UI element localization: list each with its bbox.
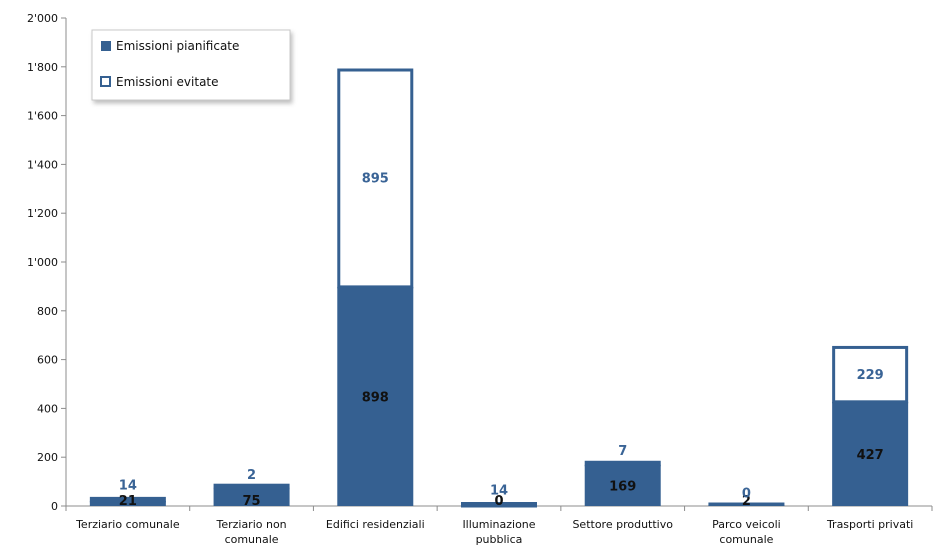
bar-avoided [584, 460, 661, 467]
y-tick-label: 400 [37, 402, 58, 415]
data-label-planned: 898 [362, 390, 389, 405]
bar-planned [832, 401, 909, 506]
y-tick-label: 1'800 [27, 61, 58, 74]
x-tick-label-line: Trasporti privati [826, 518, 913, 531]
legend-swatch-planned [101, 41, 111, 51]
bar-planned [213, 487, 290, 506]
data-label-planned: 75 [243, 494, 261, 509]
data-label-planned: 0 [494, 494, 503, 509]
legend: Emissioni pianificate Emissioni evitate [91, 29, 291, 101]
x-tick-label: Trasporti privati [826, 518, 913, 531]
y-tick-label: 0 [51, 500, 58, 513]
x-tick-label-line: pubblica [476, 533, 523, 546]
legend-label-planned: Emissioni pianificate [116, 39, 239, 53]
x-tick-label: Parco veicoli comunale [712, 518, 781, 546]
bar-avoided [337, 68, 414, 289]
bar-avoided [832, 345, 909, 404]
y-tick-label: 800 [37, 305, 58, 318]
x-tick-label-line: Illuminazione [462, 518, 535, 531]
x-tick-label: Settore produttivo [572, 518, 673, 531]
x-tick-label-line: Terziario non [215, 518, 286, 531]
data-label-avoided: 7 [618, 444, 627, 459]
data-label-planned: 169 [609, 479, 636, 494]
y-tick-label: 1'400 [27, 158, 58, 171]
data-label-avoided: 895 [362, 172, 389, 187]
x-tick-label-line: comunale [225, 533, 279, 546]
data-label-planned: 2 [742, 494, 751, 509]
x-tick-label: Terziario comunale [75, 518, 180, 531]
data-label-avoided: 14 [119, 478, 137, 493]
data-label-avoided: 2 [247, 468, 256, 483]
x-tick-label-line: Terziario comunale [75, 518, 180, 531]
data-label-planned: 21 [119, 494, 137, 509]
bar-planned [337, 286, 414, 506]
bars [89, 68, 909, 508]
legend-label-avoided: Emissioni evitate [116, 75, 219, 89]
data-label-planned: 427 [857, 448, 884, 463]
bar-planned [584, 464, 661, 506]
data-label-avoided: 0 [742, 487, 751, 502]
x-tick-label-line: Edifici residenziali [326, 518, 425, 531]
bar-avoided [708, 502, 785, 506]
y-tick-label: 1'000 [27, 256, 58, 269]
y-tick-label: 200 [37, 451, 58, 464]
bar-avoided [461, 502, 537, 508]
bar-planned [89, 500, 166, 506]
data-label-avoided: 14 [490, 484, 508, 499]
axes: 02004006008001'0001'2001'4001'6001'8002'… [27, 12, 933, 546]
x-tick-label-line: Settore produttivo [572, 518, 673, 531]
y-tick-label: 1'600 [27, 110, 58, 123]
bar-avoided [89, 496, 166, 503]
x-tick-label: Edifici residenziali [326, 518, 425, 531]
legend-swatch-avoided [100, 76, 111, 87]
data-label-avoided: 229 [857, 368, 884, 383]
y-tick-label: 2'000 [27, 12, 58, 25]
x-tick-label: Terziario non comunale [215, 518, 286, 546]
x-tick-label-line: Parco veicoli [712, 518, 781, 531]
bar-avoided [213, 483, 290, 490]
y-tick-label: 600 [37, 354, 58, 367]
legend-box [91, 29, 291, 101]
x-tick-label-line: comunale [719, 533, 773, 546]
y-tick-label: 1'200 [27, 207, 58, 220]
x-tick-label: Illuminazione pubblica [462, 518, 535, 546]
